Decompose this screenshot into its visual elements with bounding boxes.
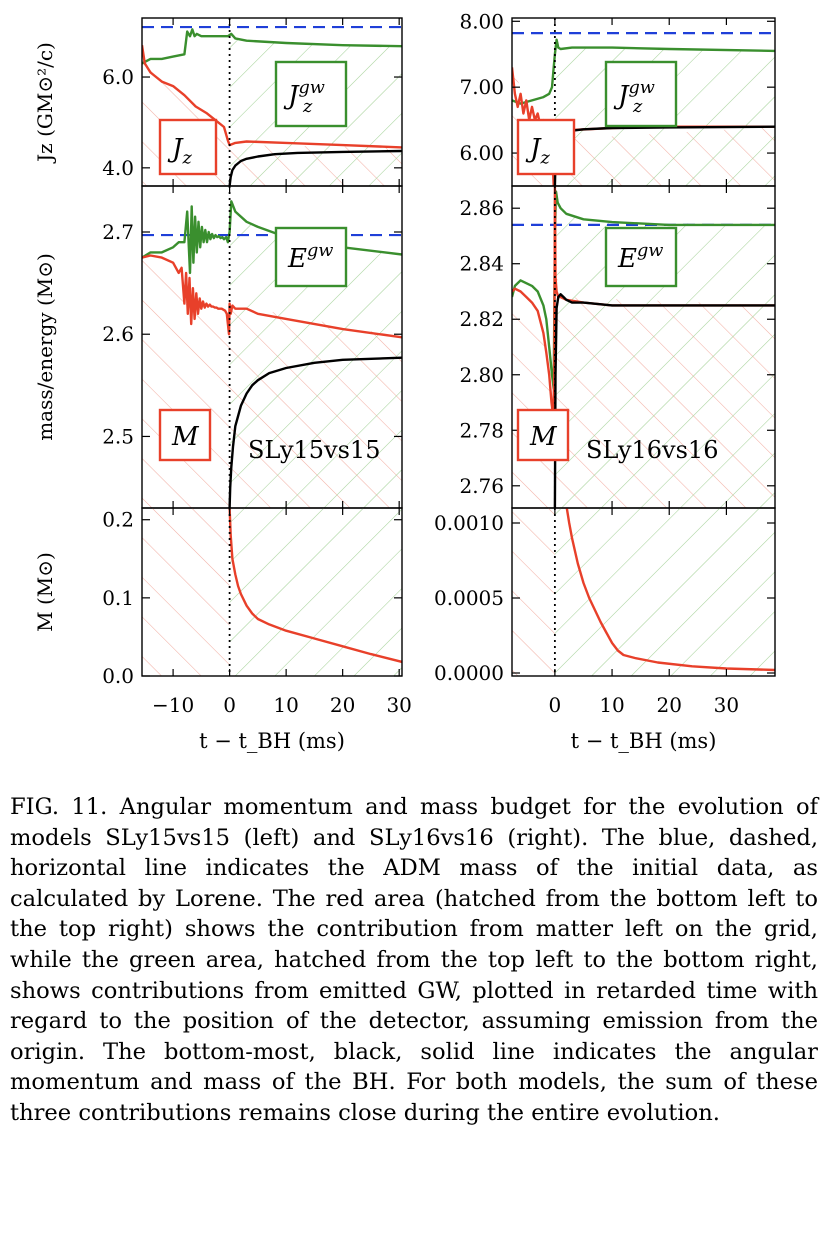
series-label-box: Jgw z (604, 60, 678, 128)
svg-text:Egw: Egw (617, 241, 663, 274)
series-label-box: M (158, 408, 212, 462)
y-tick-label: 2.86 (459, 196, 504, 220)
gw-line-SLy15vs15-M (142, 200, 402, 275)
y-tick-label: 0.0 (102, 664, 134, 688)
panel-SLy16vs16-dM: 0.0000 0.0005 0.0010 (434, 507, 776, 685)
x-axis-SLy16vs16: 0 10 20 30 t − t_BH (ms) (549, 693, 740, 753)
axes-frame (511, 507, 776, 677)
panel-SLy15vs15-J: 4.0 6.0 Jz Jgw z Jz (GM⊙²/c) (33, 17, 403, 187)
x-tick-label: 0 (223, 693, 236, 717)
x-tick-label: 30 (714, 693, 739, 717)
series-label-box: Egw (274, 226, 348, 288)
figure-caption: FIG. 11. Angular momentum and mass budge… (10, 792, 818, 1129)
y-tick-label: 7.00 (459, 75, 504, 99)
svg-text:Jz: Jz (167, 134, 192, 169)
series-label-box: Jz (516, 118, 576, 176)
bh-line-SLy15vs15-J (228, 149, 402, 186)
chart-SLy15vs15: 4.0 6.0 Jz Jgw z Jz (GM⊙²/c) 2.5 2.6 2.7 M Egw SLy1… (33, 17, 412, 753)
model-label: SLy15vs15 (248, 436, 380, 464)
gw-line-SLy15vs15-J (142, 28, 402, 65)
x-axis-SLy15vs15: −10 0 10 20 30 t − t_BH (ms) (152, 693, 412, 753)
series-label-box: Jz (158, 118, 218, 176)
series-label-box: Egw (604, 226, 678, 288)
y-tick-label: 0.0000 (434, 661, 504, 685)
x-tick-label: −10 (152, 693, 194, 717)
panel-SLy15vs15-dM: 0.0 0.1 0.2 M (M⊙) (33, 507, 403, 688)
gw-hatch-area (229, 508, 402, 676)
svg-text:M: M (171, 422, 200, 452)
svg-text:M: M (529, 422, 558, 452)
x-tick-label: 10 (273, 693, 298, 717)
y-tick-label: 8.00 (459, 9, 504, 33)
series-label-box: Jgw z (274, 60, 348, 128)
panel-SLy16vs16-M: 2.76 2.78 2.80 2.82 2.84 2.86 M Egw SLy16vs16 (459, 185, 776, 509)
x-tick-label: 20 (657, 693, 682, 717)
figure-11: 4.0 6.0 Jz Jgw z Jz (GM⊙²/c) 2.5 2.6 2.7 M Egw SLy1… (33, 9, 776, 753)
y-tick-label: 2.76 (459, 474, 504, 498)
y-tick-label: 6.0 (102, 65, 134, 89)
matter-hatch-area (512, 508, 555, 676)
y-tick-label: 2.7 (102, 220, 134, 244)
x-axis-label: t − t_BH (ms) (199, 729, 345, 753)
x-axis-label: t − t_BH (ms) (571, 729, 717, 753)
y-axis-label: M (M⊙) (33, 552, 57, 632)
y-tick-label: 4.0 (102, 156, 134, 180)
y-tick-label: 2.82 (459, 307, 504, 331)
gw-line-SLy16vs16-M (512, 190, 775, 390)
matter-line-SLy15vs15-M (142, 254, 402, 339)
y-tick-label: 0.0010 (434, 511, 504, 535)
model-label: SLy16vs16 (586, 436, 718, 464)
x-tick-label: 20 (330, 693, 355, 717)
matter-line-SLy16vs16-M (512, 186, 775, 418)
bh-line-SLy15vs15-M (228, 356, 402, 508)
y-tick-label: 2.78 (459, 418, 504, 442)
x-tick-label: 10 (599, 693, 624, 717)
y-tick-label: 0.0005 (434, 586, 504, 610)
y-tick-label: 0.1 (102, 586, 134, 610)
x-tick-label: 0 (549, 693, 562, 717)
gw-hatch-area (554, 508, 775, 676)
matter-line-SLy15vs15-dM (228, 508, 402, 664)
panel-SLy15vs15-M: 2.5 2.6 2.7 M Egw SLy15vs15 mass/energy (M⊙) (33, 185, 403, 509)
y-tick-label: 0.2 (102, 508, 134, 532)
matter-line-SLy16vs16-dM (565, 508, 775, 672)
caption-text: FIG. 11. Angular momentum and mass budge… (10, 794, 818, 1126)
y-tick-label: 2.80 (459, 363, 504, 387)
panel-SLy16vs16-J: 6.00 7.00 8.00 Jz Jgw z (459, 9, 776, 187)
y-tick-label: 2.5 (102, 424, 134, 448)
svg-text:Egw: Egw (287, 241, 333, 274)
svg-text:Jz: Jz (525, 134, 550, 169)
bh-line-SLy16vs16-M (553, 293, 775, 508)
series-label-box: M (516, 408, 570, 462)
y-tick-label: 6.00 (459, 141, 504, 165)
y-tick-label: 2.84 (459, 252, 504, 276)
matter-line-SLy15vs15-J (142, 45, 402, 149)
x-tick-label: 30 (386, 693, 411, 717)
axes-frame (141, 507, 403, 677)
gw-hatch-area (229, 201, 402, 508)
matter-hatch-area (142, 508, 230, 676)
y-axis-label: Jz (GM⊙²/c) (33, 42, 57, 164)
y-axis-label: mass/energy (M⊙) (33, 253, 57, 441)
y-tick-label: 2.6 (102, 322, 134, 346)
